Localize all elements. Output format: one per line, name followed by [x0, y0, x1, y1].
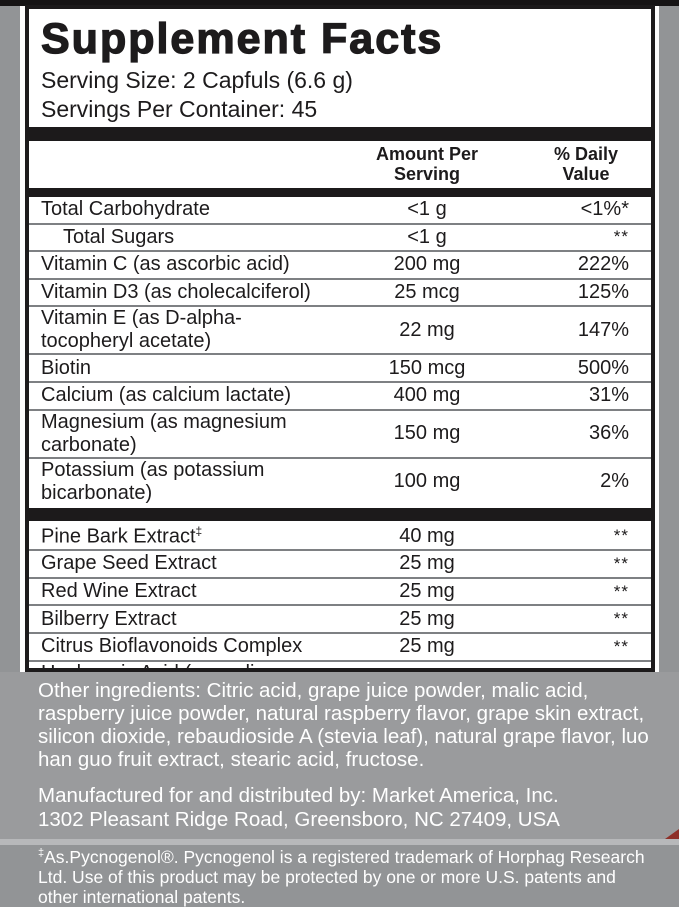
servings-per-container: Servings Per Container: 45 [41, 96, 318, 122]
nutrient-rows: Total Carbohydrate <1 g <1%* Total Sugar… [29, 197, 651, 505]
ingredient-daily-value: ** [613, 227, 629, 247]
ingredient-daily-value: 31% [588, 384, 629, 407]
trademark-text: As.Pycnogenol®. Pycnogenol is a register… [38, 846, 645, 907]
ingredient-name: Citrus Bioflavonoids Complex [41, 635, 303, 658]
ingredient-amount: <1 g [407, 198, 447, 221]
other-info-section: Other ingredients: Citric acid, grape ju… [0, 672, 679, 907]
trademark-notice: ‡As.Pycnogenol®. Pycnogenol is a registe… [38, 843, 651, 907]
ingredient-daily-value: ** [613, 636, 629, 656]
top-black-strip [0, 0, 679, 6]
ingredient-name: Magnesium (as magnesium carbonate) [41, 410, 287, 456]
ingredient-name: Total Sugars [63, 225, 175, 248]
ingredient-daily-value: 36% [588, 422, 629, 445]
header-dv-line1: % Daily [553, 144, 619, 164]
manufacturer-line1: Manufactured for and distributed by: Mar… [38, 784, 559, 807]
ingredient-name: Total Carbohydrate [41, 198, 210, 221]
ingredient-name: Bilberry Extract [41, 607, 177, 630]
ingredient-daily-value: 222% [577, 253, 629, 276]
ingredient-amount: 150 mg [393, 422, 461, 445]
ingredient-name: Potassium (as potassium bicarbonate) [41, 458, 265, 504]
ingredient-name: Calcium (as calcium lactate) [41, 384, 292, 407]
table-row: Potassium (as potassium bicarbonate) 100… [29, 459, 651, 505]
ingredient-daily-value: ** [613, 581, 629, 601]
header-dv-line2: Value [562, 164, 610, 184]
ingredient-daily-value: <1%* [580, 198, 629, 221]
ingredient-name: Grape Seed Extract [41, 552, 217, 575]
ingredient-daily-value: ** [613, 526, 629, 546]
panel-title: Supplement Facts [40, 14, 444, 63]
ingredient-amount: 25 mcg [394, 281, 460, 304]
divider-bar [29, 188, 651, 197]
table-row: Grape Seed Extract 25 mg ** [29, 551, 651, 579]
bottom-light-strip [0, 839, 679, 845]
ingredient-amount: 100 mg [393, 470, 461, 493]
table-row: Red Wine Extract 25 mg ** [29, 579, 651, 607]
manufacturer-info: Manufactured for and distributed by: Mar… [38, 784, 651, 832]
ingredient-amount: 25 mg [399, 580, 455, 603]
table-row: Vitamin C (as ascorbic acid) 200 mg 222% [29, 252, 651, 280]
ingredient-daily-value: 125% [577, 281, 629, 304]
divider-bar [29, 127, 651, 141]
ingredient-daily-value: 2% [600, 470, 629, 493]
ingredient-name: Hyaluronic Acid (as sodium hyaluronate) [41, 662, 327, 668]
serving-size: Serving Size: 2 Capfuls (6.6 g) [41, 67, 353, 93]
table-row: Bilberry Extract 25 mg ** [29, 606, 651, 634]
table-row: Hyaluronic Acid (as sodium hyaluronate) … [29, 662, 651, 668]
ingredient-name: Vitamin C (as ascorbic acid) [41, 253, 290, 276]
red-corner-accent [665, 829, 679, 839]
ingredient-daily-value: 147% [577, 318, 629, 341]
table-row: Vitamin E (as D-alpha-tocopheryl acetate… [29, 307, 651, 356]
table-row: Vitamin D3 (as cholecalciferol) 25 mcg 1… [29, 280, 651, 308]
table-row: Total Carbohydrate <1 g <1%* [29, 197, 651, 225]
ingredient-name: Biotin [41, 356, 92, 379]
table-row: Total Sugars <1 g ** [29, 225, 651, 253]
table-row: Calcium (as calcium lactate) 400 mg 31% [29, 383, 651, 411]
ingredient-daily-value: ** [613, 553, 629, 573]
table-row: Pine Bark Extract‡ 40 mg ** [29, 524, 651, 552]
ingredient-name: Red Wine Extract [41, 580, 197, 603]
ingredient-amount: 25 mg [399, 552, 455, 575]
table-row: Biotin 150 mcg 500% [29, 355, 651, 383]
other-ingredients: Other ingredients: Citric acid, grape ju… [38, 679, 649, 771]
ingredient-name: Vitamin D3 (as cholecalciferol) [41, 281, 311, 304]
table-row: Citrus Bioflavonoids Complex 25 mg ** [29, 634, 651, 662]
ingredient-amount: 400 mg [393, 384, 461, 407]
ingredient-daily-value: ** [613, 609, 629, 629]
ingredient-amount: 25 mg [399, 607, 455, 630]
ingredient-amount: <1 g [407, 225, 447, 248]
divider-bar [29, 507, 651, 521]
ingredient-amount: 22 mg [399, 318, 455, 341]
ingredient-amount: 40 mg [399, 524, 455, 547]
header-percent-daily-value: % Daily Value [527, 144, 645, 184]
supplement-facts-panel: Supplement Facts Serving Size: 2 Capfuls… [25, 5, 655, 672]
ingredient-amount: 25 mg [399, 635, 455, 658]
table-header: Amount Per Serving % Daily Value [29, 141, 651, 188]
ingredient-daily-value: 500% [577, 356, 629, 379]
header-amount-line2: Serving [393, 164, 461, 184]
table-row: Magnesium (as magnesium carbonate) 150 m… [29, 411, 651, 459]
ingredient-name: Vitamin E (as D-alpha-tocopheryl acetate… [41, 307, 242, 353]
botanical-rows: Pine Bark Extract‡ 40 mg ** Grape Seed E… [29, 524, 651, 668]
manufacturer-line2: 1302 Pleasant Ridge Road, Greensboro, NC… [38, 808, 560, 831]
ingredient-amount: 200 mg [393, 253, 461, 276]
header-amount-line1: Amount Per [375, 144, 478, 164]
header-amount-per-serving: Amount Per Serving [327, 144, 527, 184]
ingredient-name: Pine Bark Extract‡ [41, 524, 203, 548]
ingredient-amount: 150 mcg [388, 356, 466, 379]
